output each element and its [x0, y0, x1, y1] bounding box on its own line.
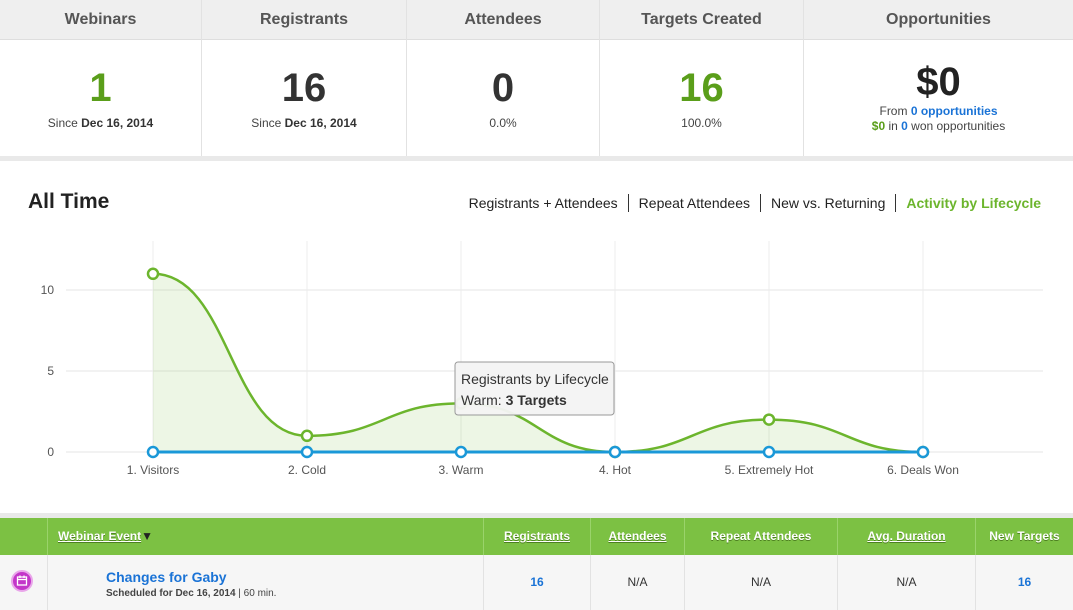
data-point-baseline	[454, 445, 468, 459]
y-tick-label: 0	[47, 445, 54, 459]
header-avg-duration[interactable]: Avg. Duration	[838, 518, 976, 555]
stat-opportunities-label: Opportunities	[804, 0, 1073, 40]
x-tick-label: 5. Extremely Hot	[725, 463, 814, 477]
row-new-targets[interactable]: 16	[1017, 575, 1032, 589]
header-icon-column	[0, 518, 48, 555]
stat-opportunities-value: $0	[916, 60, 961, 104]
tooltip-value: 3 Targets	[506, 392, 567, 408]
data-point-baseline	[916, 445, 930, 459]
header-attendees[interactable]: Attendees	[591, 518, 685, 555]
tab-new-vs-returning[interactable]: New vs. Returning	[759, 194, 895, 212]
x-tick-label: 6. Deals Won	[887, 463, 959, 477]
sort-desc-icon: ▼	[141, 529, 154, 543]
stat-targets-value: 16	[679, 66, 724, 110]
stat-registrants-value: 16	[281, 66, 327, 110]
event-duration: | 60 min.	[235, 588, 277, 599]
series-line-registrants	[152, 272, 924, 454]
table-header: Webinar Event▼ Registrants Attendees Rep…	[0, 518, 1073, 555]
stat-attendees-value: 0	[491, 66, 515, 110]
event-schedule: Scheduled for Dec 16, 2014 | 60 min.	[106, 588, 276, 600]
tooltip-box	[454, 361, 615, 416]
data-point-baseline	[146, 445, 160, 459]
series-area-registrants	[153, 273, 923, 452]
webinar-table: Webinar Event▼ Registrants Attendees Rep…	[0, 518, 1073, 610]
stat-attendees-percent: 0.0%	[489, 116, 517, 130]
data-point-registrants	[146, 267, 160, 281]
stats-strip: Webinars 1 Since Dec 16, 2014 Registrant…	[0, 0, 1073, 156]
header-webinar-event[interactable]: Webinar Event▼	[48, 518, 484, 555]
since-label: Since	[251, 116, 285, 130]
tooltip-label: Warm: 3 Targets	[461, 392, 567, 408]
stat-webinars: Webinars 1 Since Dec 16, 2014	[0, 0, 202, 156]
stat-webinars-label: Webinars	[0, 0, 201, 40]
since-label: Since	[47, 116, 82, 130]
won-amount: $0	[871, 119, 886, 133]
opportunities-from-label: From	[879, 104, 911, 118]
y-tick-label: 5	[47, 364, 54, 378]
x-tick-label: 2. Cold	[288, 463, 326, 477]
row-event-cell: Changes for Gaby Scheduled for Dec 16, 2…	[48, 555, 484, 610]
event-title-link[interactable]: Changes for Gaby	[106, 569, 227, 585]
won-in-label: in	[885, 119, 902, 133]
stat-registrants: Registrants 16 Since Dec 16, 2014	[202, 0, 407, 156]
stat-registrants-since: Since Dec 16, 2014	[202, 116, 406, 130]
scheduled-date: Dec 16, 2014	[175, 588, 236, 599]
data-point-registrants	[300, 429, 314, 443]
chart-tabs: Registrants + Attendees Repeat Attendees…	[459, 194, 1041, 212]
won-opportunities-line: $0 in 0 won opportunities	[804, 119, 1073, 134]
opportunities-link[interactable]: 0 opportunities	[910, 104, 998, 118]
header-registrants[interactable]: Registrants	[484, 518, 591, 555]
row-registrants[interactable]: 16	[484, 555, 591, 610]
row-avg-duration: N/A	[838, 555, 976, 610]
stat-webinars-since: Since Dec 16, 2014	[0, 116, 201, 130]
row-repeat-attendees: N/A	[685, 555, 838, 610]
x-tick-label: 4. Hot	[599, 463, 632, 477]
since-date: Dec 16, 2014	[284, 116, 357, 130]
scheduled-label: Scheduled for	[106, 588, 176, 599]
header-webinar-event-label[interactable]: Webinar Event	[58, 529, 142, 543]
data-point-baseline	[608, 445, 622, 459]
tab-registrants-attendees[interactable]: Registrants + Attendees	[468, 195, 618, 211]
won-count-link[interactable]: 0	[901, 119, 908, 133]
data-point-baseline	[300, 445, 314, 459]
stat-registrants-label: Registrants	[202, 0, 406, 40]
row-attendees: N/A	[591, 555, 685, 610]
data-point-baseline	[762, 445, 776, 459]
calendar-icon	[11, 570, 33, 592]
x-tick-label: 3. Warm	[439, 463, 484, 477]
chart-panel: All Time Registrants + Attendees Repeat …	[0, 161, 1073, 513]
lifecycle-chart: 0 5 10 1. Visitors 2. Cold 3. Warm 4. Hot 5. Ex…	[41, 241, 1043, 477]
y-tick-label: 10	[41, 283, 55, 297]
tab-activity-by-lifecycle[interactable]: Activity by Lifecycle	[895, 194, 1041, 212]
row-icon-cell	[0, 555, 48, 610]
stat-targets: Targets Created 16 100.0%	[600, 0, 804, 156]
header-repeat-attendees: Repeat Attendees	[685, 518, 838, 555]
since-date: Dec 16, 2014	[81, 116, 154, 130]
tab-repeat-attendees[interactable]: Repeat Attendees	[627, 194, 760, 212]
stat-targets-label: Targets Created	[600, 0, 803, 40]
opportunities-line: From 0 opportunities	[804, 104, 1073, 119]
stat-attendees: Attendees 0 0.0%	[407, 0, 600, 156]
data-point-registrants	[762, 413, 776, 426]
won-suffix: won opportunities	[907, 119, 1006, 133]
table-row: Changes for Gaby Scheduled for Dec 16, 2…	[0, 555, 1073, 610]
chart-title: All Time	[28, 190, 110, 213]
stat-targets-percent: 100.0%	[681, 116, 722, 130]
x-tick-label: 1. Visitors	[127, 463, 179, 477]
tooltip-title: Registrants by Lifecycle	[461, 371, 609, 387]
stat-webinars-value: 1	[89, 66, 112, 110]
header-new-targets: New Targets	[989, 529, 1060, 543]
stat-attendees-label: Attendees	[407, 0, 599, 40]
stat-opportunities: Opportunities $0 From 0 opportunities $0…	[804, 0, 1073, 156]
